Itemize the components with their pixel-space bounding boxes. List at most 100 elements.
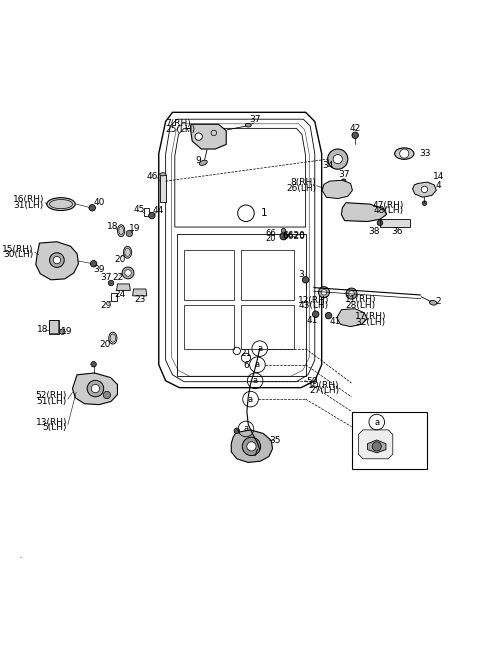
- Text: a: a: [257, 344, 262, 353]
- Text: 20: 20: [266, 234, 276, 243]
- Text: 20: 20: [114, 255, 125, 264]
- Text: 35: 35: [269, 436, 281, 445]
- Text: 10(RH): 10(RH): [308, 381, 340, 390]
- Bar: [184, 250, 234, 300]
- Text: a: a: [248, 395, 253, 403]
- Circle shape: [325, 312, 332, 319]
- Bar: [160, 175, 166, 202]
- Text: 18: 18: [37, 325, 49, 334]
- Text: 5(LH): 5(LH): [42, 423, 67, 432]
- Circle shape: [234, 428, 240, 434]
- Circle shape: [341, 179, 346, 184]
- Text: 50: 50: [307, 377, 318, 386]
- Text: 6620: 6620: [283, 231, 306, 240]
- Text: 21: 21: [240, 349, 252, 358]
- Text: 32(LH): 32(LH): [356, 318, 386, 327]
- Text: 26(LH): 26(LH): [286, 184, 316, 192]
- Circle shape: [349, 291, 354, 297]
- Text: 29: 29: [100, 302, 112, 310]
- Circle shape: [49, 253, 64, 268]
- Text: 28(LH): 28(LH): [346, 300, 376, 310]
- Circle shape: [302, 277, 309, 283]
- Circle shape: [149, 213, 155, 219]
- Circle shape: [91, 384, 99, 393]
- Text: 4: 4: [436, 181, 442, 190]
- Text: 44: 44: [152, 207, 164, 215]
- Circle shape: [103, 392, 110, 399]
- Polygon shape: [36, 241, 78, 280]
- Text: a: a: [243, 424, 249, 434]
- Bar: [48, 319, 59, 333]
- Circle shape: [321, 289, 327, 295]
- Circle shape: [328, 149, 348, 169]
- Circle shape: [125, 270, 131, 276]
- Polygon shape: [191, 124, 226, 149]
- Text: 7(RH): 7(RH): [166, 119, 192, 129]
- Circle shape: [352, 132, 359, 138]
- Text: 23: 23: [135, 295, 146, 304]
- Text: 30(LH): 30(LH): [4, 250, 34, 259]
- Ellipse shape: [160, 173, 166, 176]
- Circle shape: [312, 311, 319, 318]
- Bar: [111, 293, 118, 301]
- Text: 45: 45: [134, 205, 145, 214]
- Circle shape: [333, 155, 342, 164]
- Polygon shape: [412, 182, 436, 197]
- Circle shape: [108, 280, 114, 286]
- Text: a: a: [374, 418, 379, 426]
- Text: 18: 18: [107, 222, 119, 231]
- Text: a: a: [255, 360, 260, 369]
- Text: 36: 36: [392, 227, 403, 236]
- Bar: [241, 250, 294, 300]
- Text: 31(LH): 31(LH): [14, 201, 44, 209]
- Text: 41: 41: [329, 317, 341, 325]
- Polygon shape: [368, 440, 386, 453]
- Bar: [380, 219, 410, 227]
- Circle shape: [122, 267, 134, 279]
- Bar: [351, 412, 427, 469]
- Text: 19: 19: [61, 327, 73, 336]
- Text: a: a: [252, 377, 258, 385]
- Text: 47(RH): 47(RH): [372, 201, 404, 209]
- Circle shape: [280, 232, 287, 240]
- Circle shape: [195, 133, 203, 140]
- Text: 3: 3: [298, 270, 304, 279]
- Text: 9: 9: [195, 156, 201, 165]
- Text: 37: 37: [100, 273, 112, 282]
- Ellipse shape: [430, 300, 437, 305]
- Circle shape: [400, 149, 409, 158]
- Text: 51(LH): 51(LH): [37, 397, 67, 406]
- Text: 66: 66: [265, 230, 276, 238]
- Polygon shape: [322, 180, 352, 199]
- Text: 17(RH): 17(RH): [355, 312, 386, 321]
- Text: 12(RH): 12(RH): [298, 296, 330, 305]
- Circle shape: [126, 230, 132, 237]
- Circle shape: [89, 205, 96, 211]
- Polygon shape: [231, 430, 273, 462]
- Circle shape: [318, 287, 329, 298]
- Text: 16(RH): 16(RH): [12, 195, 44, 204]
- Polygon shape: [72, 373, 118, 405]
- Text: 39: 39: [93, 265, 105, 274]
- Circle shape: [422, 201, 427, 205]
- Text: 37: 37: [338, 170, 349, 179]
- Bar: [144, 208, 149, 216]
- Circle shape: [90, 260, 97, 267]
- Circle shape: [91, 361, 96, 367]
- Text: 2: 2: [435, 297, 441, 306]
- Polygon shape: [132, 289, 147, 296]
- Text: 43(LH): 43(LH): [299, 302, 329, 310]
- Text: 13(RH): 13(RH): [36, 418, 67, 426]
- Ellipse shape: [245, 123, 251, 127]
- Text: 33: 33: [419, 149, 431, 158]
- Text: 41: 41: [306, 316, 318, 325]
- Circle shape: [346, 288, 357, 299]
- Text: 6: 6: [243, 361, 249, 370]
- Circle shape: [242, 437, 261, 455]
- Text: 22: 22: [113, 273, 124, 282]
- Text: 27(LH): 27(LH): [309, 386, 339, 396]
- Circle shape: [87, 380, 104, 397]
- Text: 24: 24: [114, 289, 125, 298]
- Circle shape: [281, 228, 286, 233]
- Text: 8(RH): 8(RH): [290, 178, 316, 187]
